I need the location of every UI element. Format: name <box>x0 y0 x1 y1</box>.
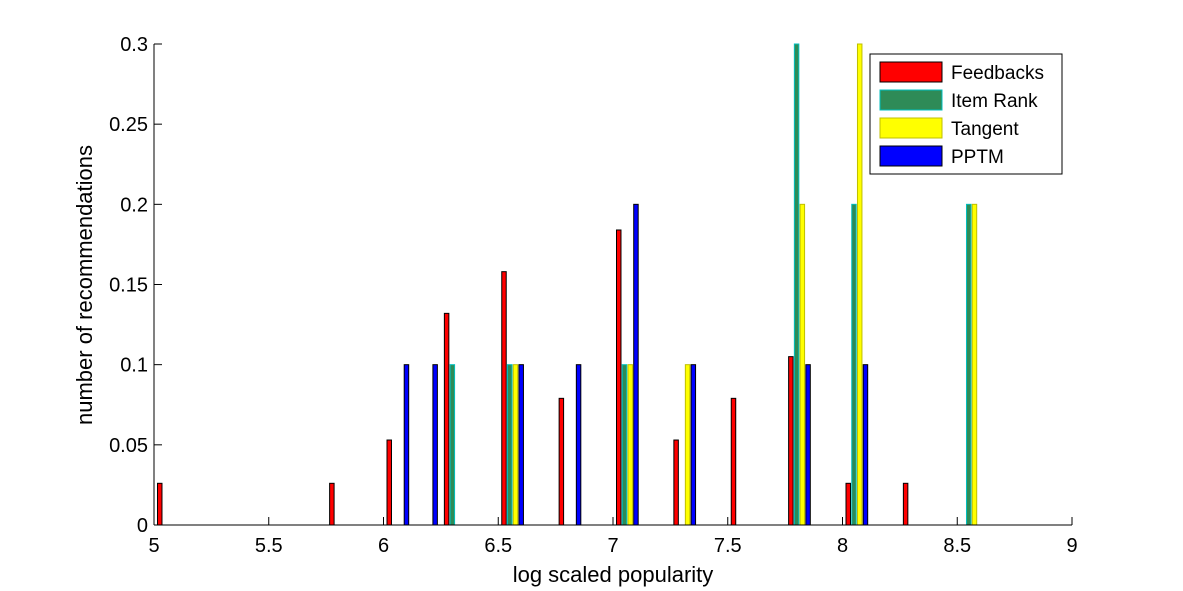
bar-tangent <box>856 43 863 526</box>
bar-tangent <box>684 364 691 526</box>
bar-feedbacks <box>157 482 163 526</box>
y-tick-label: 0 <box>137 515 148 537</box>
bar-tangent <box>971 203 978 526</box>
bar-pptm <box>862 364 869 526</box>
legend-swatch <box>879 145 943 167</box>
bar-item-rank <box>793 43 800 526</box>
bar-feedbacks <box>788 356 794 526</box>
bar-pptm <box>432 364 438 526</box>
y-tick-label: 0.05 <box>109 435 148 457</box>
bar-pptm <box>633 203 639 526</box>
y-tick-label: 0.15 <box>109 275 148 297</box>
legend-label: PPTM <box>951 147 1004 168</box>
y-tick-label: 0.25 <box>109 114 148 136</box>
bar-pptm <box>575 364 582 526</box>
bar-feedbacks <box>845 482 851 526</box>
bar-feedbacks <box>902 482 909 526</box>
legend-swatch <box>879 61 943 83</box>
bar-item-rank <box>851 203 857 526</box>
bar-pptm <box>690 364 697 526</box>
legend: Feedbacks Item Rank Tangent PPTM <box>869 53 1063 175</box>
y-axis-label: number of recommendations <box>72 145 97 425</box>
bar-feedbacks <box>730 397 737 526</box>
bar-feedbacks <box>616 229 622 526</box>
x-tick-label: 5.5 <box>255 535 283 557</box>
bar-feedbacks <box>558 397 565 526</box>
legend-swatch <box>879 117 943 139</box>
y-tick-label: 0.2 <box>120 194 148 216</box>
bar-item-rank <box>965 203 972 526</box>
legend-swatch <box>879 89 943 111</box>
x-tick-label: 8.5 <box>943 535 971 557</box>
x-tick-label: 5 <box>148 535 159 557</box>
x-tick-label: 6 <box>378 535 389 557</box>
x-tick-label: 6.5 <box>484 535 512 557</box>
bar-item-rank <box>506 364 513 526</box>
bar-pptm <box>403 364 410 526</box>
bar-tangent <box>512 364 519 526</box>
bar-item-rank <box>449 364 456 526</box>
bar-feedbacks <box>443 312 450 526</box>
bar-pptm <box>518 364 524 526</box>
x-axis-label: log scaled popularity <box>513 562 714 587</box>
bar-tangent <box>799 203 806 526</box>
legend-label: Tangent <box>951 119 1019 140</box>
x-ticks-group: 5 5.5 6 6.5 7 7.5 8 8.5 9 <box>148 517 1078 557</box>
bar-feedbacks <box>386 439 392 526</box>
bar-feedbacks <box>673 439 679 526</box>
legend-label: Feedbacks <box>951 63 1044 84</box>
x-tick-label: 7 <box>607 535 618 557</box>
bar-tangent <box>627 364 633 526</box>
bar-feedbacks <box>501 271 507 526</box>
y-tick-label: 0.3 <box>120 34 148 56</box>
bar-feedbacks <box>329 482 335 526</box>
bar-item-rank <box>621 364 628 526</box>
x-tick-label: 8 <box>837 535 848 557</box>
y-ticks-group: 0 0.05 0.1 0.15 0.2 0.25 0.3 <box>109 34 162 537</box>
y-tick-label: 0.1 <box>120 355 148 377</box>
legend-label: Item Rank <box>951 91 1038 112</box>
bar-pptm <box>805 364 811 526</box>
x-tick-label: 7.5 <box>714 535 742 557</box>
x-tick-label: 9 <box>1066 535 1077 557</box>
